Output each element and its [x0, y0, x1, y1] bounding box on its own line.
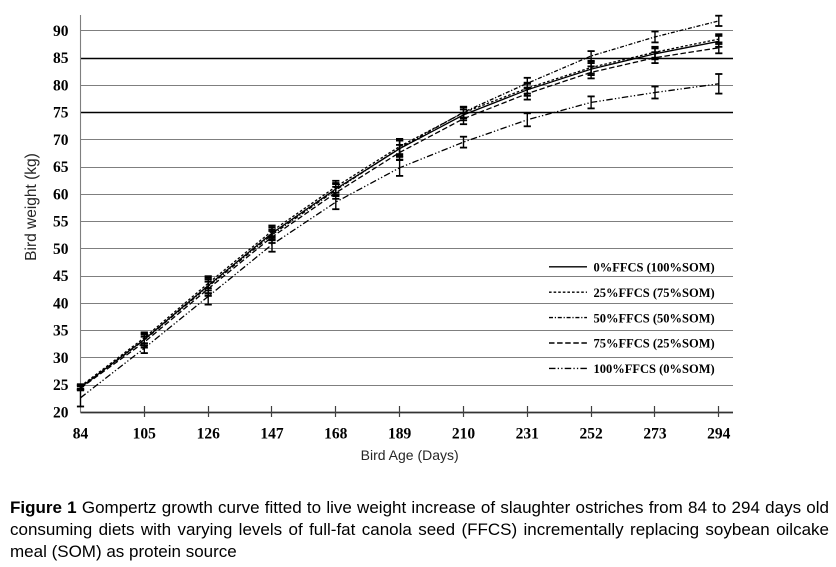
svg-text:25%FFCS (75%SOM): 25%FFCS (75%SOM): [594, 286, 715, 300]
svg-text:35: 35: [53, 323, 69, 340]
svg-text:30: 30: [53, 350, 69, 367]
svg-text:147: 147: [260, 426, 284, 443]
svg-text:294: 294: [707, 426, 731, 443]
svg-text:25: 25: [53, 377, 69, 394]
svg-text:210: 210: [452, 426, 476, 443]
svg-text:105: 105: [133, 426, 157, 443]
svg-text:Bird Age (Days): Bird Age (Days): [361, 447, 459, 463]
svg-text:75: 75: [53, 105, 69, 122]
svg-text:100%FFCS (0%SOM): 100%FFCS (0%SOM): [594, 362, 715, 376]
svg-text:126: 126: [197, 426, 221, 443]
svg-text:50%FFCS (50%SOM): 50%FFCS (50%SOM): [594, 311, 715, 325]
svg-text:189: 189: [388, 426, 412, 443]
svg-text:70: 70: [53, 132, 69, 149]
svg-text:231: 231: [516, 426, 539, 443]
svg-text:55: 55: [53, 214, 69, 231]
svg-text:84: 84: [73, 426, 89, 443]
svg-text:273: 273: [643, 426, 667, 443]
svg-text:75%FFCS (25%SOM): 75%FFCS (25%SOM): [594, 337, 715, 351]
svg-text:40: 40: [53, 296, 69, 313]
svg-text:90: 90: [53, 23, 69, 40]
svg-text:65: 65: [53, 159, 69, 176]
svg-text:60: 60: [53, 187, 69, 204]
svg-text:168: 168: [324, 426, 348, 443]
svg-text:Bird weight (kg): Bird weight (kg): [23, 153, 40, 261]
svg-text:252: 252: [579, 426, 603, 443]
svg-text:80: 80: [53, 78, 69, 95]
svg-text:20: 20: [53, 405, 69, 422]
svg-text:50: 50: [53, 241, 69, 258]
svg-text:85: 85: [53, 50, 69, 67]
svg-text:0%FFCS (100%SOM): 0%FFCS (100%SOM): [594, 261, 715, 275]
svg-text:45: 45: [53, 268, 69, 285]
